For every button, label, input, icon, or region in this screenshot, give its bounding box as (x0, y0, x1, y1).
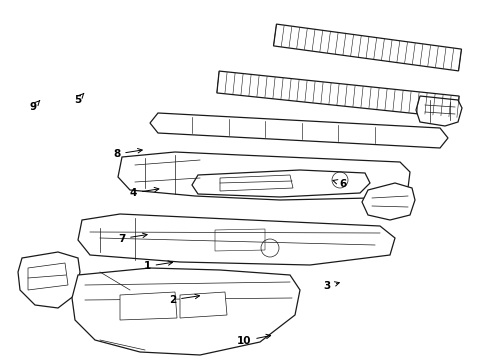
Polygon shape (120, 292, 177, 320)
Polygon shape (78, 214, 395, 265)
Polygon shape (118, 152, 410, 200)
Polygon shape (217, 71, 459, 118)
Text: 9: 9 (30, 100, 40, 112)
Polygon shape (273, 24, 462, 71)
Text: 4: 4 (129, 188, 159, 198)
Polygon shape (18, 252, 80, 308)
Text: 10: 10 (237, 334, 270, 346)
Text: 8: 8 (113, 149, 142, 159)
Text: 3: 3 (324, 281, 339, 291)
Polygon shape (150, 113, 448, 148)
Polygon shape (220, 175, 293, 191)
Polygon shape (416, 96, 462, 126)
Text: 6: 6 (333, 179, 346, 189)
Polygon shape (362, 183, 415, 220)
Polygon shape (180, 292, 227, 318)
Polygon shape (192, 170, 370, 197)
Polygon shape (72, 268, 300, 355)
Text: 7: 7 (118, 233, 147, 244)
Text: 2: 2 (169, 294, 199, 305)
Polygon shape (28, 263, 68, 290)
Text: 5: 5 (74, 93, 84, 105)
Text: 1: 1 (144, 261, 172, 271)
